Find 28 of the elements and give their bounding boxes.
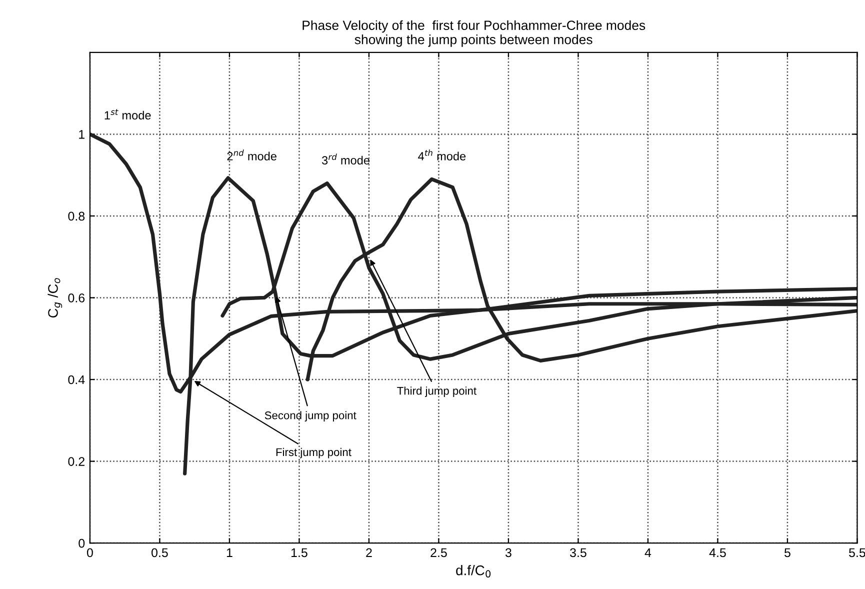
x-tick-label: 4.5 <box>709 548 726 558</box>
x-tick-label: 2 <box>366 548 372 557</box>
annotation: First jump point <box>276 448 352 458</box>
x-tick-label: 4 <box>644 548 652 557</box>
y-tick-label: 0.2 <box>68 457 84 466</box>
chart-title: Phase Velocity of the first four Pochhammer-Chree modes showing the jump points between modes <box>302 20 646 47</box>
y-tick-label: 0 <box>78 538 85 548</box>
y-axis-title: C$_{g}$ /C$_{o}$ <box>48 278 62 318</box>
annotation: 2$^{nd}$ mode <box>227 150 276 160</box>
annotation: 1$^{st}$ mode <box>104 109 151 120</box>
x-tick-label: 1.5 <box>291 548 308 558</box>
y-tick-label: 0.8 <box>68 212 85 221</box>
y-tick-label: 1 <box>79 130 84 139</box>
y-tick-label: 0.4 <box>68 375 85 384</box>
x-tick-label: 3.5 <box>570 548 586 558</box>
x-tick-label: 3 <box>505 548 512 558</box>
x-tick-label: 5.5 <box>849 548 865 558</box>
x-tick-label: 2.5 <box>430 548 447 558</box>
x-tick-label: 0.5 <box>152 548 168 558</box>
x-tick-label: 5 <box>784 548 790 558</box>
x-tick-label: 0 <box>86 548 93 558</box>
annotation: 3$^{rd}$ mode <box>322 154 370 165</box>
annotation: Second jump point <box>264 411 356 422</box>
annotation: 4$^{th}$ mode <box>418 150 466 160</box>
annotation: Third jump point <box>397 386 476 397</box>
x-axis-title: d.f/C$_{0}$ <box>456 565 491 578</box>
x-tick-label: 1 <box>226 548 232 557</box>
y-tick-label: 0.6 <box>68 294 85 302</box>
